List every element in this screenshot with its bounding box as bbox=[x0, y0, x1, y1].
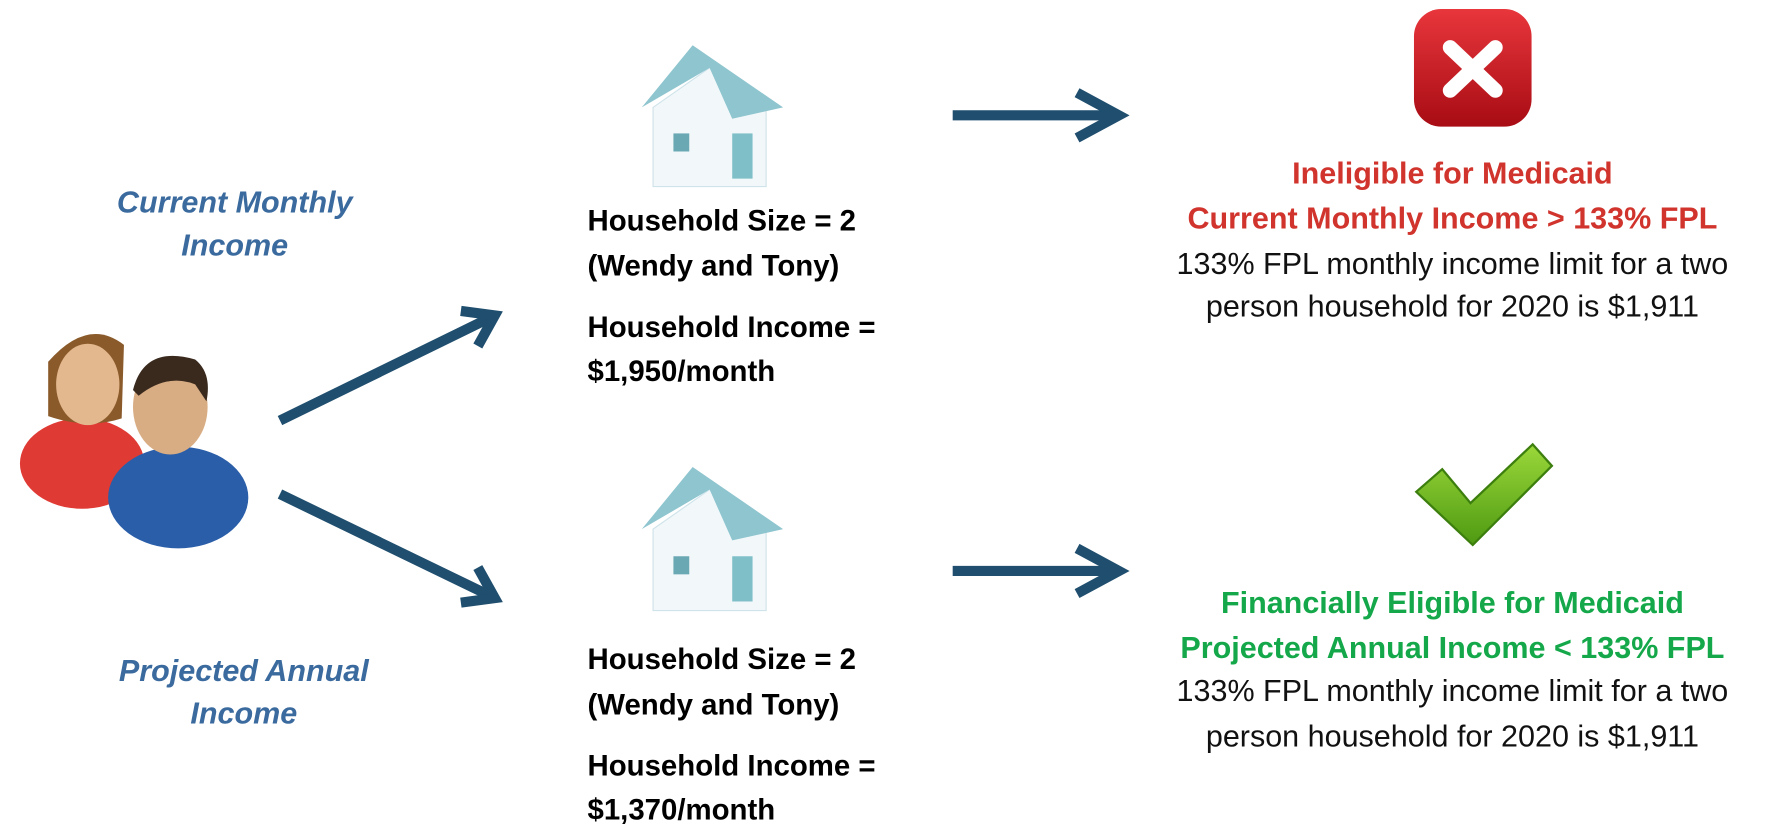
arrow bbox=[280, 494, 493, 597]
household-members: (Wendy and Tony) bbox=[587, 688, 839, 721]
income-label: Household Income = bbox=[587, 749, 875, 782]
arrow bbox=[280, 317, 493, 421]
note: person household for 2020 is $1,911 bbox=[1206, 290, 1699, 324]
eligible-icon bbox=[1416, 444, 1552, 545]
note: person household for 2020 is $1,911 bbox=[1206, 719, 1699, 753]
ineligible-icon bbox=[1414, 9, 1532, 127]
household-size: Household Size = 2 bbox=[587, 643, 856, 676]
income: $1,370/month bbox=[587, 794, 775, 827]
label: Projected Annual bbox=[119, 654, 369, 688]
household-members: (Wendy and Tony) bbox=[587, 250, 839, 283]
note: 133% FPL monthly income limit for a two bbox=[1177, 674, 1729, 708]
label: Current Monthly bbox=[117, 186, 355, 220]
income: $1,950/month bbox=[587, 355, 775, 388]
result-reason: Projected Annual Income < 133% FPL bbox=[1180, 631, 1724, 665]
house-icon bbox=[642, 467, 783, 611]
result-reason: Current Monthly Income > 133% FPL bbox=[1187, 202, 1717, 236]
label: Income bbox=[181, 229, 288, 263]
result-title: Ineligible for Medicaid bbox=[1292, 156, 1612, 190]
household-size: Household Size = 2 bbox=[587, 204, 856, 237]
house-icon bbox=[642, 45, 783, 186]
note: 133% FPL monthly income limit for a two bbox=[1177, 247, 1729, 281]
label: Income bbox=[190, 697, 297, 731]
income-label: Household Income = bbox=[587, 311, 875, 344]
page: {"left_labels": [["Current Monthly", "In… bbox=[0, 0, 1781, 831]
diagram: Current Monthly Income Projected Annual … bbox=[0, 0, 1781, 831]
result-title: Financially Eligible for Medicaid bbox=[1221, 586, 1684, 620]
people-icon bbox=[20, 334, 248, 548]
